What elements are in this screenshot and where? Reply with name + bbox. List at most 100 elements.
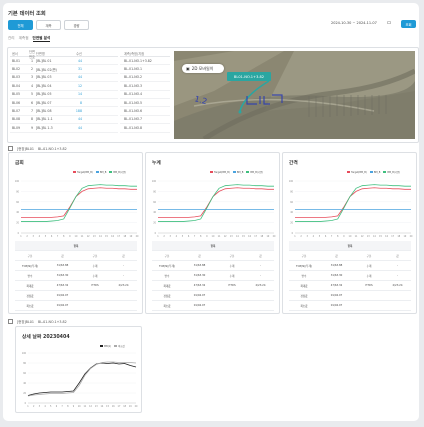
series-line <box>27 362 137 396</box>
table-cell: 31/63.30 <box>56 274 69 277</box>
filter-measure-button[interactable]: 계측 <box>36 20 61 30</box>
sensor-row[interactable]: BL08 8 [BL]BL 1-1 44 <box>10 116 118 125</box>
series-line <box>21 187 137 218</box>
date-range-input[interactable]: 2024-10-30 ~ 2024-11-07 <box>331 21 377 25</box>
point-row[interactable]: BL-01-NO.7 <box>120 116 170 125</box>
point-row[interactable]: BL-01-NO.3 <box>120 82 170 91</box>
table-cell: 경정값 <box>300 294 308 298</box>
sensor-row[interactable]: BL02 2 [BL]BL 02(판) 31 <box>10 65 118 74</box>
chart-card-title: 누계 <box>152 161 161 166</box>
point-list: 계측(측정)지점 BL-01-NO.1+3.82 BL-01-NO.1 BL-01-… <box>120 51 170 133</box>
point-row[interactable]: BL-01-NO.5 <box>120 99 170 108</box>
table-cell: - <box>397 274 398 277</box>
sensor-row[interactable]: BL07 7 [BL]BL 08 188 <box>10 107 118 116</box>
satellite-map[interactable]: 1.2 ▣ 2D 모바일이 BL01-NO.1+3.82 <box>174 51 415 139</box>
x-tick-label: 11 <box>83 405 86 408</box>
table-row: 최대값 47/63.32 HTDS 2/23.24 <box>152 281 274 291</box>
table-cell: 01/04.07 <box>193 294 206 297</box>
y-tick-label: 80 <box>290 190 293 193</box>
x-tick-label: 20 <box>135 405 138 408</box>
mobile-icon: ▣ <box>186 66 190 71</box>
table-subheader: 구분 값 구분 값 <box>289 251 411 261</box>
sensor-row[interactable]: BL06 6 [BL]BL 07 8 <box>10 99 118 108</box>
table-cell: 누계 <box>366 274 372 278</box>
x-tick-label: 12 <box>361 235 364 238</box>
point-row[interactable]: BL-01-NO.1+3.82 <box>120 57 170 66</box>
table-cell: 변수 <box>27 274 33 278</box>
x-tick-label: 6 <box>325 235 327 238</box>
filter-group: 전체 계측 경량 <box>8 20 89 30</box>
x-tick-label: 13 <box>367 235 370 238</box>
map-point-tag[interactable]: BL01-NO.1+3.82 <box>227 72 271 81</box>
x-tick-label: 6 <box>56 405 58 408</box>
table-cell: 누계 <box>366 264 372 268</box>
x-tick-label: 4 <box>39 235 41 238</box>
tab-section-analysis[interactable]: 단면별 분석 <box>32 36 51 42</box>
table-cell: 변수 <box>301 274 307 278</box>
table-cell: 최대값 <box>163 284 171 288</box>
point-list-header: 계측(측정)지점 <box>120 51 170 57</box>
x-tick-label: 1 <box>157 235 159 238</box>
table-subheader: 구분 값 구분 값 <box>152 251 274 261</box>
x-tick-label: 7 <box>57 235 59 238</box>
y-tick-label: 60 <box>290 201 293 204</box>
map-mode-button[interactable]: ▣ 2D 모바일이 <box>182 64 224 73</box>
sensor-id: BL01 <box>12 58 21 63</box>
y-tick-label: 80 <box>16 190 19 193</box>
point-row[interactable]: BL-01-NO.6 <box>120 107 170 116</box>
x-tick-label: 17 <box>391 235 394 238</box>
point-row[interactable]: BL-01-NO.1 <box>120 65 170 74</box>
table-cell: 47/63.32 <box>193 284 206 287</box>
x-tick-label: 2 <box>33 405 35 408</box>
table-row: 경정값 01/04.07 <box>289 291 411 301</box>
x-tick-label: 10 <box>212 235 215 238</box>
sensor-row[interactable]: BL01 1 [BL]BL 01 44 <box>10 57 118 66</box>
table-cell: 47/63.32 <box>56 284 69 287</box>
sensor-count: 14 <box>77 92 82 97</box>
sensor-name: [BL]BL 05 <box>36 92 52 97</box>
sensor-name: [BL]BL 04 <box>36 83 52 88</box>
table-cell: TOP(N)(투계) <box>159 264 175 268</box>
sensor-row[interactable]: BL04 4 [BL]BL 04 12 <box>10 82 118 91</box>
x-tick-label: 18 <box>260 235 263 238</box>
sensor-id: BL03 <box>12 75 21 80</box>
table-row: 최대값 47/63.32 HTDS 2/23.24 <box>15 281 137 291</box>
sensor-row[interactable]: BL09 9 [BL]BL 1-3 44 <box>10 124 118 133</box>
sensor-row[interactable]: BL03 3 [BL]BL 03 44 <box>10 74 118 83</box>
tab-manage[interactable]: 관리 <box>8 36 15 40</box>
x-tick-label: 10 <box>78 405 81 408</box>
table-subheader: 구분 값 구분 값 <box>15 251 137 261</box>
section-label: [현장]BL01 BL-01-NO.1+3.82 <box>8 146 67 151</box>
sensor-count: 44 <box>77 117 82 122</box>
table-cell: 31/63.30 <box>193 274 206 277</box>
page-title: 기본 데이터 조회 <box>8 11 46 17</box>
sensor-row[interactable]: BL05 5 [BL]BL 05 14 <box>10 91 118 99</box>
sensor-id: BL07 <box>12 109 21 114</box>
x-tick-label: 9 <box>73 405 75 408</box>
legend-item: Target(BM_B) <box>73 170 93 174</box>
series-line <box>295 187 411 218</box>
x-tick-label: 17 <box>118 405 121 408</box>
x-tick-label: 14 <box>99 235 102 238</box>
search-button[interactable]: 조회 <box>401 20 416 28</box>
x-tick-label: 3 <box>307 235 309 238</box>
point-row[interactable]: BL-01-NO.4 <box>120 91 170 99</box>
table-cell: 누계 <box>229 264 235 268</box>
sensor-id: BL05 <box>12 92 21 97</box>
sensor-table-header: 센서 단면번호 단면명 수신 <box>10 50 118 59</box>
calendar-icon[interactable]: ▭ <box>386 20 392 26</box>
filter-light-button[interactable]: 경량 <box>64 20 89 30</box>
y-tick-label: 40 <box>290 211 293 214</box>
point-row[interactable]: BL-01-NO.8 <box>120 124 170 133</box>
filter-all-button[interactable]: 전체 <box>8 20 33 30</box>
chart-legend: Target(BM_B) BM_B BM_B(기준) <box>210 170 263 174</box>
chart-card: 간격 Target(BM_B) BM_B BM_B(기준) 0 20 40 60 80 100 1 2… <box>282 152 417 314</box>
table-cell: - <box>397 264 398 267</box>
x-tick-label: 11 <box>81 235 84 238</box>
point-row[interactable]: BL-01-NO.2 <box>120 74 170 83</box>
table-cell: TOP(N)(투계) <box>22 264 38 268</box>
sensor-name: [BL]BL 03 <box>36 75 52 80</box>
x-tick-label: 16 <box>111 235 114 238</box>
tab-points[interactable]: 계측점 <box>18 36 29 40</box>
